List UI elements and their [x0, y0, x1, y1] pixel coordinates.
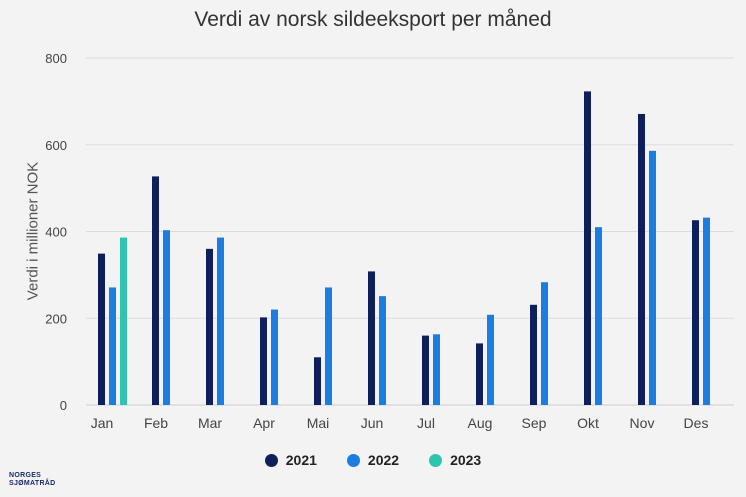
- x-tick-label-aug: Aug: [468, 415, 493, 431]
- bar-aug-2022: [487, 314, 494, 405]
- bar-okt-2022: [595, 227, 602, 405]
- y-tick-label-600: 600: [45, 138, 67, 153]
- legend-swatch-2022: [346, 453, 360, 467]
- x-tick-label-feb: Feb: [144, 415, 168, 431]
- legend-label-2021: 2021: [285, 452, 317, 468]
- y-tick-label-0: 0: [60, 398, 67, 413]
- bar-jun-2022: [379, 296, 386, 405]
- logo-line-2: SJØMATRÅD: [9, 480, 56, 487]
- y-tick-label-800: 800: [45, 51, 67, 66]
- bar-apr-2021: [260, 317, 267, 405]
- bar-jan-2022: [109, 287, 116, 405]
- bar-mar-2021: [206, 248, 213, 405]
- norges-sjomatrad-logo: NORGES SJØMATRÅD: [9, 472, 56, 488]
- bar-jul-2022: [433, 334, 440, 405]
- bar-des-2022: [703, 217, 710, 405]
- x-tick-label-sep: Sep: [522, 415, 547, 431]
- x-tick-label-apr: Apr: [253, 415, 275, 431]
- bar-feb-2021: [152, 176, 159, 405]
- bar-aug-2021: [476, 343, 483, 405]
- legend-swatch-2021: [264, 453, 278, 467]
- x-tick-label-nov: Nov: [630, 415, 655, 431]
- x-tick-label-jul: Jul: [417, 415, 435, 431]
- bar-jul-2021: [422, 335, 429, 405]
- bar-mai-2022: [325, 287, 332, 405]
- bar-apr-2022: [271, 309, 278, 405]
- x-tick-label-mar: Mar: [198, 415, 222, 431]
- legend-item-2022[interactable]: 2022: [346, 452, 400, 468]
- bar-okt-2021: [584, 91, 591, 406]
- legend-item-2023[interactable]: 2023: [429, 452, 481, 468]
- legend-swatch-2023: [429, 453, 443, 467]
- bar-mar-2022: [217, 237, 224, 405]
- y-tick-label-200: 200: [45, 311, 67, 326]
- legend-label-2023: 2023: [450, 452, 482, 468]
- bar-jan-2023: [120, 237, 127, 405]
- bar-feb-2022: [163, 230, 170, 405]
- x-tick-label-des: Des: [684, 415, 709, 431]
- legend-label-2022: 2022: [367, 452, 400, 468]
- bar-jun-2021: [368, 271, 375, 405]
- bar-sep-2021: [530, 304, 537, 405]
- bar-mai-2021: [314, 357, 321, 405]
- bar-des-2021: [692, 220, 699, 405]
- bar-nov-2021: [638, 113, 645, 406]
- x-tick-label-okt: Okt: [577, 415, 599, 431]
- x-tick-label-mai: Mai: [307, 415, 330, 431]
- chart-title: Verdi av norsk sildeeksport per måned: [194, 8, 552, 31]
- bar-sep-2022: [541, 282, 548, 405]
- x-tick-label-jun: Jun: [361, 415, 384, 431]
- bar-nov-2022: [649, 150, 656, 405]
- legend: 2021 2022 2023: [0, 452, 746, 468]
- bar-jan-2021: [98, 253, 105, 405]
- logo-line-1: NORGES: [9, 472, 42, 479]
- legend-item-2021[interactable]: 2021: [264, 452, 317, 468]
- x-tick-label-jan: Jan: [91, 415, 114, 431]
- y-tick-label-400: 400: [45, 225, 67, 240]
